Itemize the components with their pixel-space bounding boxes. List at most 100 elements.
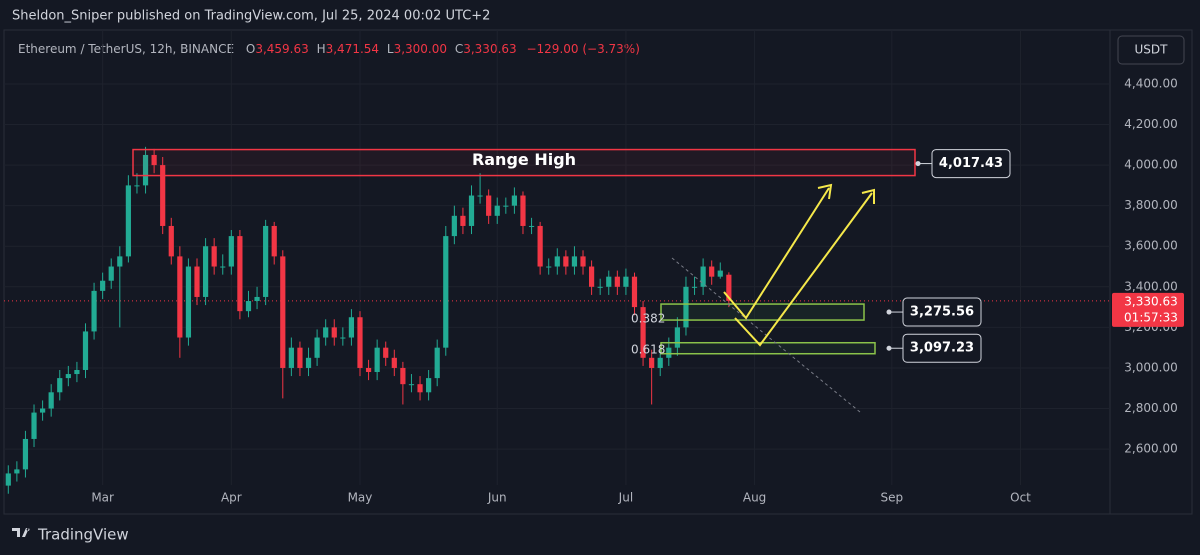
candle-body <box>314 337 320 358</box>
candle-body <box>666 347 672 358</box>
candle-body <box>460 215 466 226</box>
candle-body <box>331 327 337 338</box>
candle-body <box>606 276 612 287</box>
candle-body <box>82 331 89 370</box>
zone-box <box>660 341 876 355</box>
last-price-tag <box>1112 292 1184 327</box>
y-tick-label: 4,000.00 <box>1124 158 1177 172</box>
candle-body <box>374 347 380 373</box>
candle-body <box>597 286 603 288</box>
arrow-head <box>861 188 875 204</box>
arrow-head <box>817 183 833 200</box>
candle-body <box>228 236 234 267</box>
candle-body <box>426 378 432 393</box>
x-tick-label: Aug <box>743 491 766 505</box>
ohlc-key: H <box>317 42 326 56</box>
candle-body <box>91 290 97 332</box>
x-tick-label: Oct <box>1010 491 1031 505</box>
projection-arrow <box>734 192 873 347</box>
candle-body <box>160 165 166 226</box>
candle-body <box>108 266 114 281</box>
candle-body <box>400 367 406 385</box>
projection-arrow <box>723 187 830 320</box>
candle-body <box>117 256 123 267</box>
candle-body <box>503 205 509 207</box>
candle-body <box>408 384 415 386</box>
last-price-label: 3,330.63 <box>1124 294 1177 308</box>
currency-label[interactable]: USDT <box>1135 43 1169 57</box>
candle-body <box>477 195 483 197</box>
candle-body <box>546 266 552 268</box>
y-tick-label: 4,400.00 <box>1124 76 1177 90</box>
candle-body <box>125 185 131 257</box>
level-tag-label: 3,097.23 <box>910 341 974 356</box>
ohlc-value: 3,459.63 <box>255 42 308 56</box>
ohlc-value: 3,300.00 <box>394 42 447 56</box>
candle-body <box>14 469 20 474</box>
candle-body <box>691 286 698 288</box>
x-tick-label: Apr <box>221 491 242 505</box>
candle-body <box>580 256 586 267</box>
symbol: Ethereum / TetherUS, 12h, BINANCE <box>18 42 234 56</box>
level-tag <box>931 149 1011 179</box>
candle-body <box>468 195 475 226</box>
candle-body <box>623 276 629 287</box>
candle-body <box>674 327 680 348</box>
candle-body <box>185 266 192 338</box>
candle-body <box>554 256 560 267</box>
range-high-label: Range High <box>472 150 576 169</box>
candle-body <box>202 246 209 297</box>
candle-body <box>237 236 243 312</box>
candle-body <box>563 256 569 267</box>
candle-body <box>40 408 46 413</box>
y-tick-label: 3,600.00 <box>1124 239 1177 253</box>
candle-body <box>417 384 423 393</box>
candle-body <box>263 225 269 297</box>
candle-body <box>211 246 217 267</box>
currency-button[interactable] <box>1117 35 1185 65</box>
ohlc-key: C <box>455 42 463 56</box>
candle-body <box>709 266 715 277</box>
candle-body <box>528 225 535 227</box>
candle-body <box>100 280 106 291</box>
x-tick-label: Mar <box>91 491 114 505</box>
candle-body <box>494 205 500 216</box>
y-tick-label: 3,000.00 <box>1124 360 1177 374</box>
candle-body <box>57 378 63 393</box>
change: −129.00 (−3.73%) <box>526 42 639 56</box>
candle-body <box>22 438 29 470</box>
candle-body <box>443 236 449 348</box>
level-tag-label: 4,017.43 <box>939 156 1003 171</box>
candle-body <box>5 473 11 486</box>
trend-line <box>671 257 861 413</box>
candle-body <box>486 195 492 216</box>
candle-body <box>220 266 226 268</box>
footer-brand: TradingView <box>37 526 129 544</box>
y-tick-label: 3,400.00 <box>1124 279 1177 293</box>
candle-body <box>451 215 457 237</box>
publisher-line: Sheldon_Sniper published on TradingView.… <box>12 9 490 24</box>
candle-body <box>31 412 37 439</box>
candle-body <box>280 256 286 368</box>
candle-body <box>640 307 646 358</box>
candle-body <box>348 317 355 338</box>
candle-body <box>434 347 440 379</box>
candle-body <box>288 347 294 368</box>
candle-body <box>726 274 732 301</box>
candle-body <box>589 266 595 287</box>
candle-body <box>323 327 329 338</box>
y-tick-label: 2,800.00 <box>1124 401 1177 415</box>
candle-body <box>571 256 578 267</box>
drawings <box>671 183 875 413</box>
y-tick-label: 2,600.00 <box>1124 442 1177 456</box>
candle-body <box>340 337 346 339</box>
logo <box>12 528 30 537</box>
candle-body <box>383 347 389 358</box>
candle-body <box>271 225 277 257</box>
level-tag <box>902 297 982 327</box>
candle-body <box>700 266 706 287</box>
ohlc-value: 3,330.63 <box>463 42 516 56</box>
level-dot <box>886 345 892 351</box>
